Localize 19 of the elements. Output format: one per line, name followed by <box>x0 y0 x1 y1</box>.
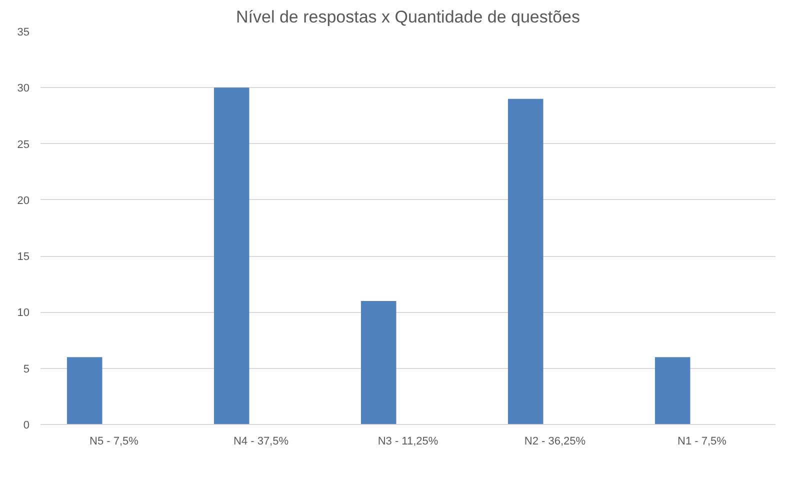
x-tick-label: N5 - 7,5% <box>90 436 139 448</box>
x-tick-label: N3 - 11,25% <box>378 436 438 448</box>
y-tick-label: 10 <box>17 307 30 320</box>
y-tick-label: 30 <box>17 82 30 95</box>
bar <box>360 300 396 424</box>
chart-title: Nível de respostas x Quantidade de questões <box>236 8 580 26</box>
y-tick-label: 35 <box>17 26 30 38</box>
bar <box>214 88 250 424</box>
y-tick-label: 20 <box>17 194 30 207</box>
bar <box>654 357 690 424</box>
y-tick-label: 15 <box>17 251 30 264</box>
x-tick-label: N2 - 36,25% <box>524 436 586 448</box>
y-tick-label: 25 <box>17 138 30 151</box>
x-tick-label: N4 - 37,5% <box>233 436 289 448</box>
y-tick-label: 0 <box>23 420 30 432</box>
y-tick-label: 5 <box>23 363 30 376</box>
bar <box>508 98 544 424</box>
x-tick-label: N1 - 7,5% <box>678 436 727 448</box>
bar <box>66 357 102 424</box>
